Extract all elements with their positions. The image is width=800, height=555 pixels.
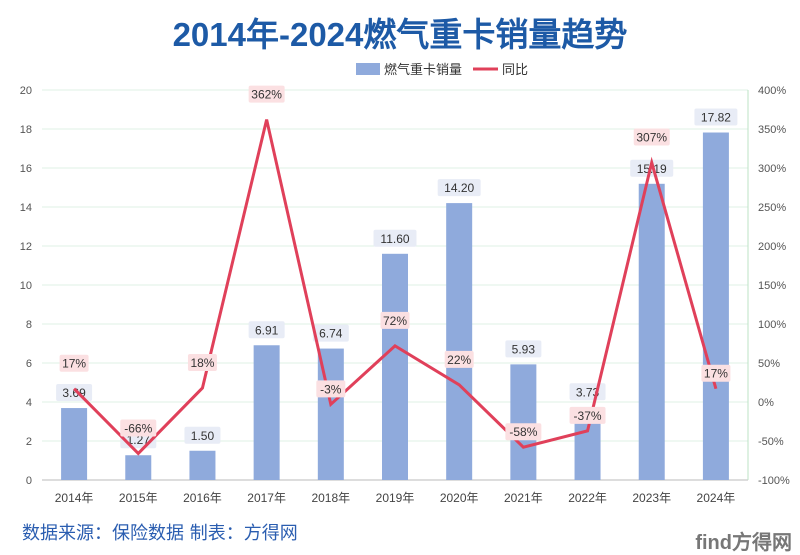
left-tick-label: 6 [26,358,32,370]
bar [125,455,152,480]
line-label-bg [316,380,346,398]
bar [253,345,280,480]
line-label-bg [59,354,89,372]
left-tick-label: 8 [26,319,32,331]
left-tick-label: 4 [26,397,32,409]
left-tick-label: 18 [20,124,32,136]
bar-label-bg [373,229,417,247]
x-tick-label: 2021年 [504,491,543,505]
right-tick-label: -100% [758,475,790,487]
line-label: 307% [636,131,667,145]
left-tick-label: 20 [20,85,32,97]
left-tick-label: 16 [20,163,32,175]
logo: find方得网 [695,532,792,554]
bar-label: 5.93 [512,342,536,356]
bar [446,203,473,480]
bar [510,364,537,480]
x-tick-label: 2017年 [247,491,286,505]
left-tick-label: 0 [26,475,32,487]
right-tick-label: 150% [758,280,786,292]
bar-label-bg [437,179,481,197]
x-tick-label: 2022年 [568,491,607,505]
line-label: 72% [383,314,407,328]
bar-label-bg [184,426,221,444]
left-tick-label: 2 [26,436,32,448]
line-label-bg [187,353,217,371]
line-label: -37% [574,409,602,423]
right-tick-label: 250% [758,202,786,214]
right-tick-label: -50% [758,436,784,448]
yoy-line [73,119,718,456]
line-label: 18% [190,356,214,370]
bar-label: 17.82 [701,111,731,125]
right-tick-label: 300% [758,163,786,175]
line-label-bg [120,419,157,437]
x-tick-label: 2014年 [55,491,94,505]
bar-label-bg [248,321,285,339]
line-label-bg [701,364,731,382]
x-tick-label: 2020年 [440,491,479,505]
right-tick-label: 0% [758,397,774,409]
line-label-bg [569,406,606,424]
legend-bar-swatch [356,63,380,75]
line-label: 17% [62,357,86,371]
bar [638,183,665,481]
right-tick-label: 350% [758,124,786,136]
bar-label: 11.60 [380,232,409,246]
bar [189,450,216,480]
source-note: 数据来源：保险数据 制表：方得网 [22,523,298,544]
line-label-bg [444,350,474,368]
legend-bar-label: 燃气重卡销量 [384,62,462,77]
bar-label: 14.20 [444,181,474,195]
right-tick-label: 100% [758,319,786,331]
line-label: 362% [251,88,282,102]
x-tick-label: 2016年 [183,491,222,505]
x-tick-label: 2024年 [697,491,736,505]
bar-label: 1.27 [127,433,151,447]
bar-label-bg [505,340,542,358]
line-label-bg [633,128,670,146]
right-tick-label: 200% [758,241,786,253]
line-label: 22% [447,353,471,367]
x-tick-label: 2019年 [376,491,415,505]
bar-label: 1.50 [191,429,215,443]
bar-label: 15.19 [637,162,667,176]
x-tick-label: 2018年 [311,491,350,505]
bar-label-bg [694,108,738,126]
bar-label-bg [312,324,349,342]
legend-line-label: 同比 [502,62,528,77]
line-label: -66% [124,421,152,435]
bar [61,408,88,480]
left-tick-label: 14 [20,202,32,214]
bar-label: 3.73 [576,385,600,399]
chart-title: 2014年-2024燃气重卡销量趋势 [172,16,628,53]
right-tick-label: 400% [758,85,786,97]
bar-label: 6.74 [319,327,343,341]
x-tick-label: 2015年 [119,491,158,505]
bar-label: 6.91 [255,323,279,337]
x-tick-label: 2023年 [632,491,671,505]
line-label-bg [380,311,410,329]
line-label-bg [505,423,542,441]
left-tick-label: 12 [20,241,32,253]
line-label-bg [248,85,285,103]
left-tick-label: 10 [20,280,32,292]
bar [382,253,408,480]
bar [702,132,729,480]
line-label: -3% [320,382,342,396]
line-label: -58% [509,425,537,439]
line-label: 17% [704,367,728,381]
right-tick-label: 50% [758,358,780,370]
